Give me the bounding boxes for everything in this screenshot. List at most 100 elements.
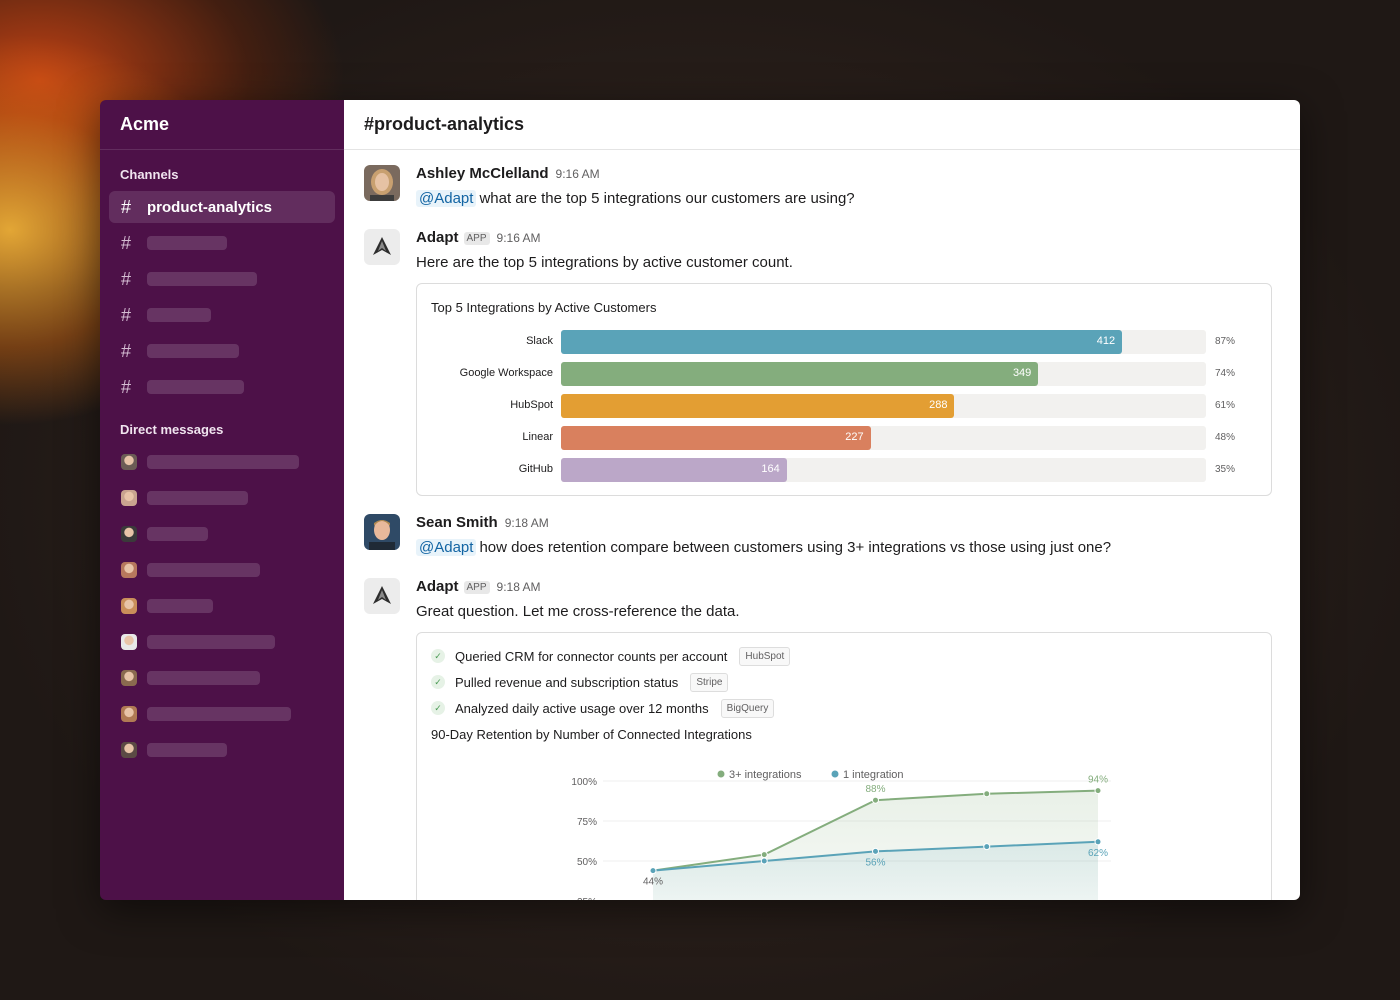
avatar [121, 598, 137, 614]
message-time[interactable]: 9:16 AM [555, 167, 600, 181]
data-point [983, 843, 991, 851]
message-time[interactable]: 9:18 AM [504, 516, 549, 530]
sidebar-item-dm[interactable] [109, 554, 335, 586]
legend-label: 3+ integrations [729, 769, 802, 781]
bar-chart-card: Top 5 Integrations by Active Customers S… [416, 283, 1272, 496]
bar[interactable]: 349 [561, 362, 1039, 386]
bar-value-label: 164 [761, 463, 780, 475]
message-text: Great question. Let me cross-reference t… [416, 603, 740, 620]
source-tag: Stripe [690, 672, 729, 692]
sidebar-item-channel[interactable]: # [109, 335, 335, 367]
check-icon: ✓ [431, 675, 445, 689]
legend-swatch [717, 770, 725, 778]
bar-label: Linear [522, 431, 553, 443]
data-point [1094, 787, 1102, 795]
sidebar-item-dm[interactable] [109, 626, 335, 658]
dm-name-placeholder [147, 527, 208, 541]
hash-icon: # [121, 305, 132, 325]
data-point [760, 851, 768, 859]
step-item: ✓ Pulled revenue and subscription status S… [431, 672, 1257, 692]
app-badge: APP [463, 581, 490, 594]
channel-name-placeholder [147, 308, 211, 322]
dm-name-placeholder [147, 671, 260, 685]
adapt-logo-icon[interactable] [364, 578, 400, 614]
bar-label: GitHub [518, 463, 553, 475]
sidebar-item-dm[interactable] [109, 518, 335, 550]
chart-title: 90-Day Retention by Number of Connected … [431, 727, 752, 742]
data-label: 88% [865, 784, 885, 795]
y-tick-label: 100% [571, 777, 597, 788]
bar[interactable]: 288 [561, 394, 955, 418]
bar-percent-label: 87% [1215, 336, 1236, 347]
channel-name-placeholder [147, 344, 239, 358]
check-icon: ✓ [431, 649, 445, 663]
direct-messages-section-title[interactable]: Direct messages [120, 422, 224, 437]
avatar[interactable] [364, 514, 400, 550]
bar-value-label: 412 [1096, 335, 1116, 347]
mention[interactable]: @Adapt [416, 539, 477, 556]
data-label: 56% [865, 857, 885, 868]
step-text: Pulled revenue and subscription status [455, 674, 679, 690]
sidebar-item-channel[interactable]: # [109, 299, 335, 331]
bar-row: GitHub 164 35% [417, 458, 1271, 482]
data-label: 62% [1088, 848, 1108, 859]
message-text: Here are the top 5 integrations by activ… [416, 254, 793, 271]
chart-title: Top 5 Integrations by Active Customers [431, 300, 657, 315]
message-author[interactable]: Ashley McClelland [416, 165, 549, 182]
message-author[interactable]: Adapt [416, 578, 459, 595]
message-author[interactable]: Sean Smith [416, 514, 498, 531]
main-pane: #product-analytics Ashley McClelland 9:1… [344, 100, 1300, 900]
line-chart: 100% 75% 50% 25% 44% 88% 94% 56% 62% 3+ integrati… [571, 769, 1111, 900]
message-text-content: what are the top 5 integrations our cust… [479, 190, 855, 207]
data-point [872, 847, 879, 855]
hash-icon: # [121, 341, 132, 361]
workspace-name[interactable]: Acme [100, 100, 344, 150]
series-area [653, 841, 1098, 900]
y-tick-label: 50% [577, 857, 597, 868]
message: Adapt APP 9:18 AM Great question. Let me… [364, 578, 1272, 900]
hash-icon: # [121, 377, 132, 397]
message-author[interactable]: Adapt [416, 229, 459, 246]
sidebar-item-channel[interactable]: # [109, 263, 335, 295]
avatar[interactable] [364, 165, 400, 201]
analysis-card: ✓ Queried CRM for connector counts per ac… [416, 632, 1272, 900]
sidebar-item-product-analytics[interactable]: # product-analytics [109, 191, 335, 223]
bar-row: Linear 227 48% [417, 426, 1271, 450]
bar-track: 164 [561, 458, 1206, 482]
sidebar-item-dm[interactable] [109, 734, 335, 766]
bar-label: Slack [526, 335, 553, 347]
bar[interactable]: 164 [561, 458, 787, 482]
bar-percent-label: 35% [1215, 464, 1236, 475]
bar-label: HubSpot [510, 399, 553, 411]
bar-row: Slack 412 87% [417, 330, 1271, 354]
bar-track: 288 [561, 394, 1206, 418]
bar-row: HubSpot 288 61% [417, 394, 1271, 418]
channels-section-title[interactable]: Channels [120, 167, 179, 182]
step-item: ✓ Analyzed daily active usage over 12 mon… [431, 698, 1257, 718]
message-time[interactable]: 9:18 AM [496, 580, 541, 594]
message: Ashley McClelland 9:16 AM @Adapt what are… [364, 165, 1272, 209]
message: Sean Smith 9:18 AM @Adapt how does retent… [364, 514, 1272, 558]
dm-name-placeholder [147, 635, 275, 649]
data-point [649, 867, 657, 875]
mention[interactable]: @Adapt [416, 190, 477, 207]
bar[interactable]: 227 [561, 426, 871, 450]
bar-track: 412 [561, 330, 1206, 354]
channel-title[interactable]: #product-analytics [344, 100, 1300, 150]
sidebar-item-channel[interactable]: # [109, 227, 335, 259]
bar-value-label: 349 [1012, 367, 1032, 379]
sidebar-item-dm[interactable] [109, 698, 335, 730]
adapt-logo-icon[interactable] [364, 229, 400, 265]
bar[interactable]: 412 [561, 330, 1123, 354]
sidebar-item-dm[interactable] [109, 662, 335, 694]
sidebar-item-dm[interactable] [109, 446, 335, 478]
dm-name-placeholder [147, 707, 291, 721]
data-point [983, 790, 991, 798]
sidebar-item-dm[interactable] [109, 482, 335, 514]
message-time[interactable]: 9:16 AM [496, 231, 541, 245]
sidebar: Acme Channels # product-analytics # # # # # … [100, 100, 344, 900]
channel-name-placeholder [147, 272, 257, 286]
sidebar-item-dm[interactable] [109, 590, 335, 622]
sidebar-item-channel[interactable]: # [109, 371, 335, 403]
hash-icon: # [121, 197, 132, 217]
